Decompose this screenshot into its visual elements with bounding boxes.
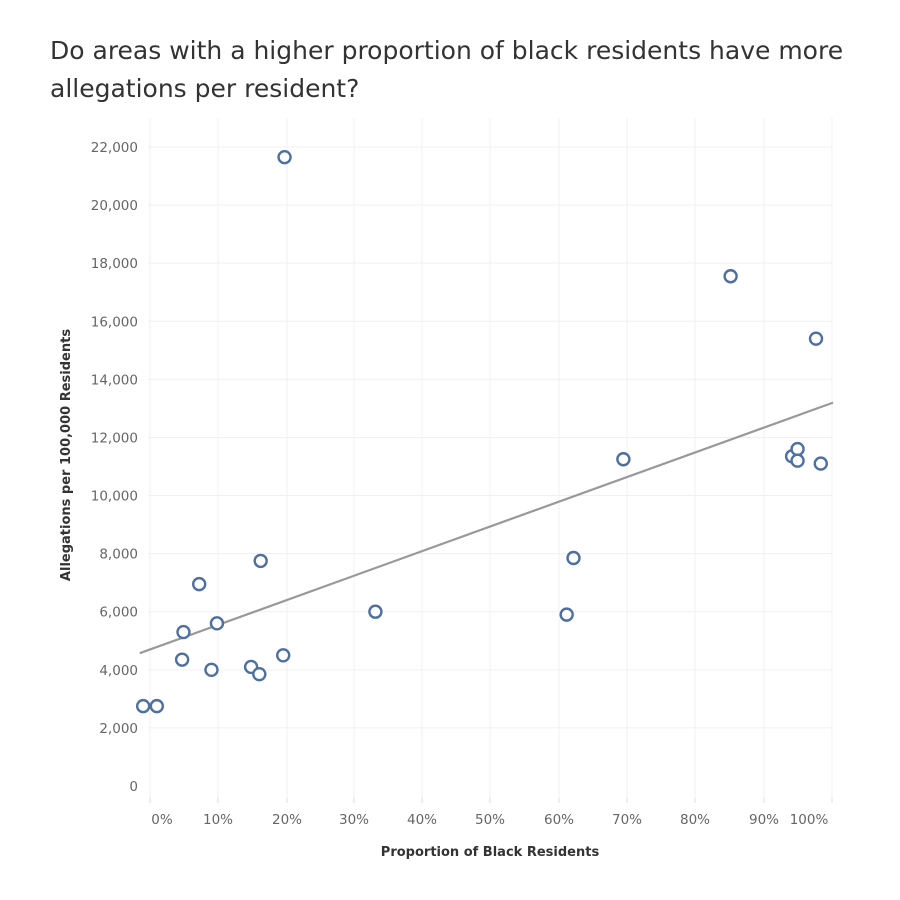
y-axis-title: Allegations per 100,000 Residents: [59, 329, 74, 581]
data-point[interactable]: [723, 269, 738, 284]
data-point[interactable]: [813, 456, 828, 471]
y-tick-label: 4,000: [99, 663, 138, 679]
x-tick-label: 60%: [544, 812, 574, 828]
y-axis-ticks: 0 2,000 4,000 6,000 8,000 10,000 12,000 14,000 1…: [91, 140, 138, 795]
data-point[interactable]: [790, 441, 805, 457]
data-point[interactable]: [204, 662, 219, 678]
data-point[interactable]: [277, 149, 292, 165]
y-tick-label: 0: [129, 779, 138, 795]
x-tick-label: 80%: [680, 812, 710, 828]
trend-line: [139, 401, 834, 655]
x-tick-label: 70%: [612, 812, 642, 828]
data-point[interactable]: [209, 616, 225, 631]
data-point[interactable]: [252, 666, 267, 682]
y-tick-label: 2,000: [99, 721, 138, 737]
data-point[interactable]: [135, 698, 151, 714]
x-tick-label: 20%: [272, 812, 302, 828]
data-point[interactable]: [566, 550, 581, 566]
y-tick-label: 10,000: [91, 489, 138, 505]
x-tick-label: 0%: [151, 812, 173, 828]
y-tick-label: 8,000: [99, 547, 138, 563]
x-tick-label: 10%: [203, 812, 233, 828]
data-point[interactable]: [616, 452, 631, 467]
chart-title: Do areas with a higher proportion of bla…: [50, 36, 844, 103]
data-point[interactable]: [559, 607, 574, 622]
data-point[interactable]: [253, 553, 268, 569]
x-tick-label: 30%: [339, 812, 369, 828]
data-point[interactable]: [808, 331, 824, 346]
data-point[interactable]: [276, 648, 291, 663]
x-tick-label: 50%: [475, 812, 505, 828]
data-point[interactable]: [368, 604, 383, 619]
data-point[interactable]: [176, 624, 191, 640]
gridlines: [148, 118, 833, 803]
y-tick-label: 16,000: [91, 314, 138, 330]
x-axis-ticks: 0% 10% 20% 30% 40% 50% 60% 70% 80% 90% 100%: [151, 812, 828, 828]
data-point[interactable]: [174, 652, 190, 667]
y-tick-label: 22,000: [91, 140, 138, 156]
data-points: [135, 149, 828, 714]
y-tick-label: 20,000: [91, 198, 138, 214]
x-tick-label: 90%: [749, 812, 779, 828]
y-tick-label: 14,000: [91, 372, 138, 388]
y-tick-label: 6,000: [99, 605, 138, 621]
data-point[interactable]: [790, 453, 805, 468]
y-tick-label: 12,000: [91, 430, 138, 446]
x-tick-label: 40%: [407, 812, 437, 828]
y-tick-label: 18,000: [91, 256, 138, 272]
x-tick-label: 100%: [790, 812, 829, 828]
data-point[interactable]: [191, 576, 207, 592]
data-point[interactable]: [149, 698, 165, 714]
x-axis-title: Proportion of Black Residents: [381, 845, 600, 860]
